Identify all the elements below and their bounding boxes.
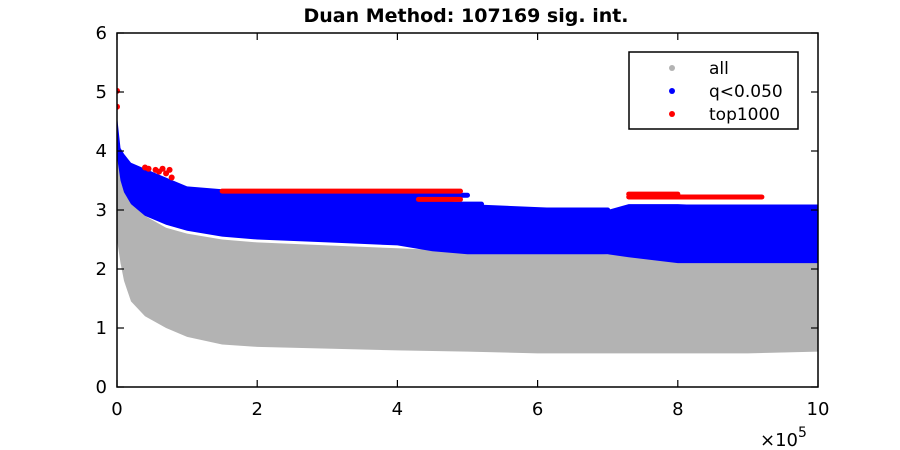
data-point [168, 174, 175, 181]
y-tick-label: 3 [96, 200, 107, 221]
legend-marker-0 [669, 65, 675, 71]
x-tick-label: 8 [672, 399, 683, 420]
y-tick-label: 0 [96, 377, 107, 398]
legend: all q<0.050 top1000 [628, 51, 799, 130]
y-tick-label: 2 [96, 259, 107, 280]
legend-box [628, 51, 799, 130]
x-multiplier-base: ×10 [760, 430, 798, 450]
legend-label-0: all [709, 59, 729, 79]
legend-marker-2 [669, 111, 675, 117]
data-point [166, 166, 173, 173]
legend-marker-1 [669, 88, 675, 94]
x-tick-label: 2 [251, 399, 262, 420]
x-tick-label: 4 [392, 399, 403, 420]
series-band-all [117, 139, 818, 354]
x-tick-label: 10 [807, 399, 830, 420]
data-point [159, 165, 166, 172]
y-tick-label: 4 [96, 141, 107, 162]
y-tick-label: 5 [96, 82, 107, 103]
y-tick-label: 1 [96, 318, 107, 339]
legend-label-1: q<0.050 [709, 82, 783, 102]
data-point [145, 165, 152, 172]
x-multiplier-label: ×105 [760, 425, 807, 450]
plot-area [117, 87, 818, 354]
axes-ticks: 0 2 4 6 8 10 0 1 2 3 4 5 6 [96, 23, 830, 420]
y-tick-label: 6 [96, 23, 107, 44]
x-tick-label: 6 [532, 399, 543, 420]
legend-label-2: top1000 [709, 105, 780, 125]
series-band-q [117, 115, 818, 264]
x-tick-label: 0 [111, 399, 122, 420]
x-multiplier-exponent: 5 [798, 425, 807, 441]
chart-title: Duan Method: 107169 sig. int. [303, 5, 628, 27]
